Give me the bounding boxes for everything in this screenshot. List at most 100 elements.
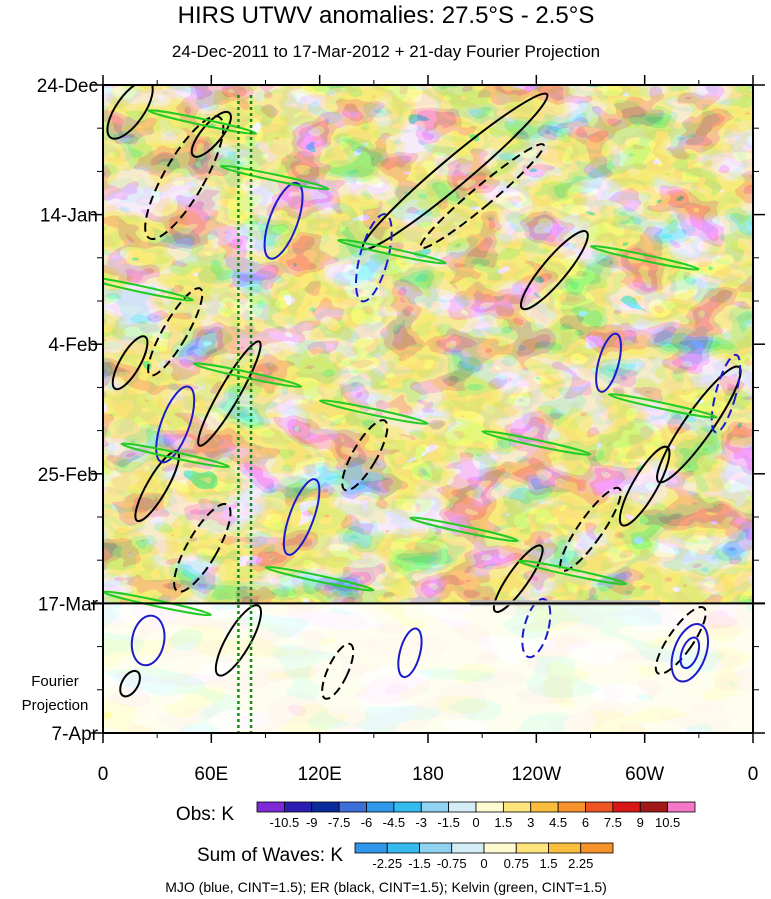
wave-contours <box>103 85 742 733</box>
er-contour <box>214 604 262 677</box>
colorbar-level-label: 9 <box>637 815 644 830</box>
mjo-contour <box>595 332 622 393</box>
colorbar-level-label: -7.5 <box>328 815 350 830</box>
kelvin-contour <box>589 244 700 271</box>
er-contour <box>321 642 355 700</box>
colorbar-level-label: 0.75 <box>504 856 529 871</box>
legend-note: MJO (blue, CINT=1.5); ER (black, CINT=1.… <box>165 879 607 895</box>
kelvin-contour <box>120 442 231 469</box>
colorbar-swatch <box>420 801 450 813</box>
kelvin-contour <box>337 238 447 265</box>
colorbar-swatch <box>448 801 477 813</box>
colorbar-level-label: -0.75 <box>437 856 467 871</box>
mjo-contour <box>397 627 423 679</box>
kelvin-contour <box>517 559 628 586</box>
kelvin-contour <box>409 516 519 543</box>
colorbar-level-label: 3 <box>527 815 534 830</box>
kelvin-contour <box>192 362 303 388</box>
er-contour <box>341 419 389 492</box>
colorbar-swatch <box>548 842 582 854</box>
colorbar-swatch <box>667 801 696 813</box>
kelvin-contour <box>219 164 330 191</box>
er-contour <box>144 115 225 241</box>
colorbar-swatch <box>283 801 313 813</box>
plot-area <box>103 85 753 733</box>
kelvin-contour <box>481 430 592 456</box>
colorbar-level-label: 7.5 <box>604 815 622 830</box>
mjo-contour <box>710 353 742 434</box>
x-tick-label: 180 <box>412 764 444 785</box>
colorbar-swatch <box>502 801 532 813</box>
mjo-contour <box>282 478 321 556</box>
colorbar-swatch <box>639 801 669 813</box>
colorbar-level-label: 0 <box>472 815 479 830</box>
chart-title: HIRS UTWV anomalies: 27.5°S - 2.5°S <box>178 2 595 29</box>
er-contour <box>492 544 544 613</box>
colorbar-level-label: -3 <box>415 815 427 830</box>
er-contour <box>190 110 232 158</box>
y-tick-label: 4-Feb <box>48 335 98 356</box>
projection-label-line1: Fourier <box>31 673 79 690</box>
er-contour <box>173 502 232 593</box>
colorbar-swatch <box>515 842 549 854</box>
y-tick-label: 14-Jan <box>40 206 98 227</box>
x-tick-label: 120W <box>512 764 562 785</box>
colorbar-swatch <box>585 801 614 813</box>
colorbar-swatch <box>354 842 388 854</box>
colorbar-level-label: 4.5 <box>549 815 567 830</box>
colorbar-swatch <box>256 801 285 813</box>
mjo-contour <box>670 623 710 683</box>
x-tick-label: 0 <box>748 764 759 785</box>
colorbar-level-label: 6 <box>582 815 589 830</box>
projection-field <box>103 603 753 733</box>
colorbar-swatch <box>530 801 559 813</box>
colorbar-level-label: 2.25 <box>568 856 593 871</box>
y-tick-label: 24-Dec <box>37 76 98 97</box>
colorbar-swatch <box>366 801 395 813</box>
er-contour <box>559 486 622 572</box>
colorbar-swatch <box>580 842 614 854</box>
chart-subtitle: 24-Dec-2011 to 17-Mar-2012 + 21-day Four… <box>172 42 600 61</box>
kelvin-contour <box>319 399 429 425</box>
kelvin-contour <box>147 109 258 135</box>
colorbar-swatch <box>483 842 517 854</box>
er-contour <box>519 230 589 311</box>
mjo-contour <box>679 636 701 670</box>
waves-colorbar: -2.25 -1.5 -0.75 0 0.75 1.5 2.25 <box>354 842 614 871</box>
mjo-contour <box>263 181 304 260</box>
colorbar-level-label: -6 <box>361 815 373 830</box>
x-tick-label: 60W <box>625 764 664 785</box>
colorbar-swatch <box>475 801 504 813</box>
x-tick-label: 120E <box>297 764 341 785</box>
y-tick-label: 17-Mar <box>38 594 99 615</box>
y-tick-label: 7-Apr <box>52 724 99 745</box>
colorbar-level-label: -2.25 <box>372 856 402 871</box>
colorbar-swatch <box>311 801 340 813</box>
mjo-contour <box>130 614 166 667</box>
er-contour <box>654 605 707 675</box>
mjo-contour <box>155 385 196 464</box>
er-contour <box>106 85 154 140</box>
colorbar-swatch <box>393 801 422 813</box>
er-contour <box>656 365 742 484</box>
x-tick-label: 0 <box>98 764 109 785</box>
obs-colorbar: -10.5 -9 -7.5 -6 -4.5 -3 -1.5 0 1.5 3 4.5 6 7.5 9 10.5 <box>256 801 696 830</box>
colorbar-level-label: 1.5 <box>494 815 512 830</box>
x-axis-labels: 0 60E 120E 180 120W 60W 0 <box>98 764 759 785</box>
colorbar-level-label: 1.5 <box>539 856 557 871</box>
er-contour <box>419 143 545 250</box>
mjo-contour <box>521 597 552 659</box>
colorbar-swatch <box>451 842 485 854</box>
colorbar-level-label: -4.5 <box>383 815 405 830</box>
y-axis-labels: 24-Dec 14-Jan 4-Feb 25-Feb 17-Mar 7-Apr <box>37 76 99 745</box>
colorbar-level-label: 0 <box>480 856 487 871</box>
colorbar-level-label: 10.5 <box>655 815 680 830</box>
er-contour <box>119 669 141 698</box>
obs-colorbar-label: Obs: K <box>176 804 234 825</box>
er-contour <box>197 340 262 447</box>
axis-ticks <box>91 75 765 743</box>
waves-colorbar-label: Sum of Waves: K <box>197 845 343 866</box>
colorbar-swatch <box>338 801 367 813</box>
er-contour <box>147 287 204 377</box>
